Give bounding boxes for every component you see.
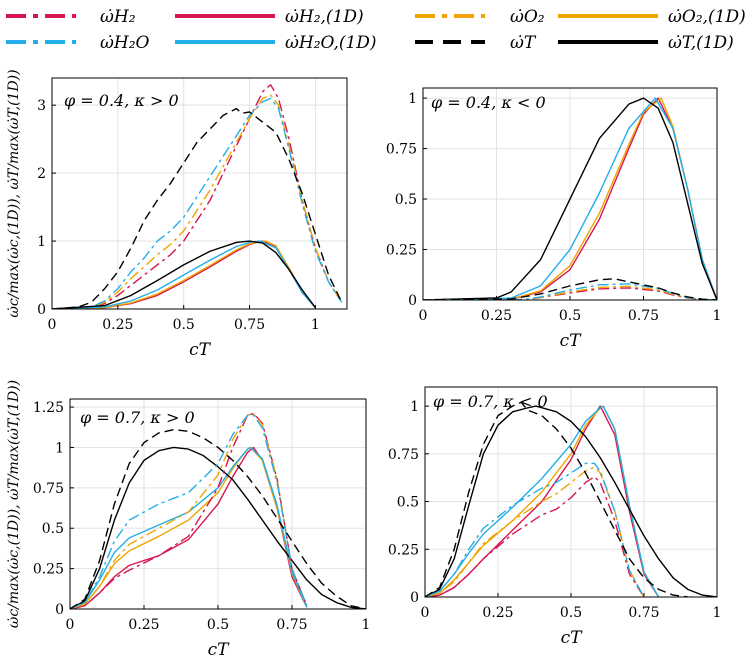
x-axis-label: cT: [189, 340, 212, 360]
legend-label: ω̇O₂: [510, 7, 545, 27]
legend-label: ω̇T: [510, 33, 537, 53]
panel-annotation: φ = 0.4, κ < 0: [431, 93, 546, 112]
legend-entry: ω̇H₂,(1D): [175, 7, 364, 27]
x-tick-label: 0: [419, 308, 428, 324]
series-line: [70, 412, 308, 609]
legend-entry: ω̇H₂O,(1D): [175, 33, 377, 53]
x-tick-label: 0.5: [207, 617, 229, 633]
series-group: [425, 401, 717, 597]
y-axis-label: ω̇c/max(ω̇c,(1D)), ω̇T/max(ω̇T,(1D)): [6, 380, 22, 628]
legend-label: ω̇H₂: [100, 7, 136, 27]
y-axis-label: ω̇c/max(ω̇c,(1D)), ω̇T/max(ω̇T,(1D)): [6, 69, 22, 317]
legend-entry: ω̇O₂,(1D): [558, 7, 746, 27]
x-axis-label: cT: [560, 331, 583, 351]
y-tick-label: 0: [408, 293, 417, 309]
chart-panel-4: 0 0.25 0.5 0.75 1 0 0.25 0.5 0.75 1 φ = 0.7, κ < 0…: [388, 386, 722, 648]
x-tick-label: 0.75: [234, 317, 265, 333]
series-line: [70, 428, 366, 609]
y-tick-label: 1: [408, 91, 417, 107]
series-line: [425, 401, 688, 597]
legend-entry: ω̇O₂: [415, 7, 545, 27]
series-line: [52, 84, 343, 309]
legend-label: ω̇H₂O: [100, 33, 150, 53]
legend-entry: ω̇T,(1D): [558, 33, 734, 53]
x-tick-label: 0.75: [628, 605, 659, 621]
series-line: [423, 97, 717, 300]
series-group: [52, 84, 343, 309]
y-tick-label: 0.25: [386, 243, 417, 259]
legend-entry: ω̇H₂O: [6, 33, 150, 53]
panels: 0 0.25 0.5 0.75 1 0 1 2 3 φ = 0.4, κ > 0 cT ω̇c/max…: [6, 69, 721, 660]
legend-label: ω̇H₂O,(1D): [285, 33, 377, 53]
y-tick-label: 0: [410, 590, 419, 606]
y-tick-label: 0.75: [33, 481, 64, 497]
x-tick-label: 1: [713, 308, 722, 324]
series-line: [423, 278, 717, 300]
x-tick-label: 1: [713, 605, 722, 621]
y-tick-label: 0.75: [388, 447, 419, 463]
x-tick-label: 0.5: [560, 605, 582, 621]
series-line: [425, 466, 645, 597]
x-axis-label: cT: [208, 640, 231, 660]
axes-box: [51, 77, 348, 310]
x-tick-label: 0.25: [481, 308, 512, 324]
legend: ω̇H₂ ω̇H₂,(1D) ω̇O₂ ω̇O₂,(1D) ω̇H₂O ω̇H₂O,(1D…: [6, 7, 746, 53]
legend-entry: ω̇T: [415, 33, 537, 53]
series-line: [70, 446, 308, 609]
x-tick-label: 0.25: [102, 317, 133, 333]
x-tick-label: 1: [362, 617, 371, 633]
panel-annotation: φ = 0.4, κ > 0: [64, 91, 179, 110]
y-tick-label: 1: [55, 440, 64, 456]
legend-entry: ω̇H₂: [6, 7, 136, 27]
chart-panel-1: 0 0.25 0.5 0.75 1 0 1 2 3 φ = 0.4, κ > 0 cT ω̇c/max…: [6, 69, 348, 360]
x-axis-label: cT: [561, 628, 584, 648]
series-group: [70, 412, 366, 609]
x-tick-label: 0.75: [276, 617, 307, 633]
x-tick-label: 0.75: [628, 308, 659, 324]
series-line: [425, 405, 717, 597]
series-group: [423, 97, 717, 300]
chart-panel-2: 0 0.25 0.5 0.75 1 0 0.25 0.5 0.75 1 φ = 0.4, κ < 0…: [386, 87, 722, 351]
series-line: [52, 94, 343, 309]
y-tick-label: 1: [37, 234, 46, 250]
series-line: [425, 462, 645, 597]
series-line: [70, 414, 308, 609]
x-tick-label: 0.5: [173, 317, 195, 333]
y-tick-label: 0.25: [33, 562, 64, 578]
y-tick-label: 2: [37, 166, 46, 182]
y-tick-label: 3: [37, 98, 46, 114]
series-line: [70, 446, 366, 609]
y-tick-label: 1.25: [33, 400, 64, 416]
x-tick-label: 0.5: [559, 308, 581, 324]
legend-label: ω̇O₂,(1D): [668, 7, 746, 27]
y-tick-label: 0.5: [395, 192, 417, 208]
y-tick-label: 0.5: [42, 521, 64, 537]
y-tick-label: 0.25: [388, 542, 419, 558]
series-line: [425, 476, 645, 597]
series-line: [52, 240, 316, 309]
panel-annotation: φ = 0.7, κ > 0: [80, 408, 195, 427]
y-tick-label: 0: [37, 302, 46, 318]
y-tick-label: 0.75: [386, 142, 417, 158]
x-tick-label: 1: [311, 317, 320, 333]
x-tick-label: 0.25: [482, 605, 513, 621]
x-tick-label: 0: [421, 605, 430, 621]
series-line: [425, 405, 660, 597]
y-tick-label: 0: [55, 602, 64, 618]
chart-panel-3: 0 0.25 0.5 0.75 1 0 0.25 0.5 0.75 1 1.25 φ = 0.7, κ…: [6, 380, 370, 660]
y-tick-label: 0.5: [397, 495, 419, 511]
x-tick-label: 0.25: [128, 617, 159, 633]
y-tick-label: 1: [410, 399, 419, 415]
x-tick-label: 0: [66, 617, 75, 633]
panel-annotation: φ = 0.7, κ < 0: [433, 392, 548, 411]
series-line: [52, 107, 343, 309]
series-line: [423, 97, 717, 300]
legend-label: ω̇T,(1D): [668, 33, 734, 53]
x-tick-label: 0: [48, 317, 57, 333]
legend-label: ω̇H₂,(1D): [285, 7, 364, 27]
